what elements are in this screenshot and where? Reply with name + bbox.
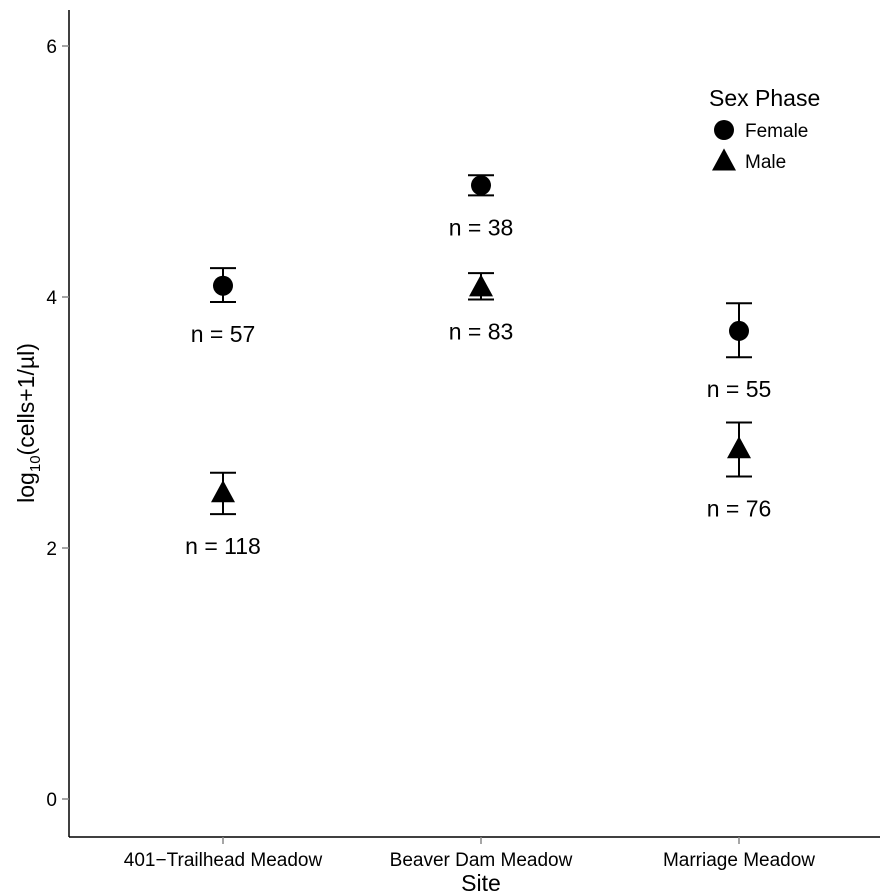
circle-marker: [213, 275, 233, 296]
legend-circle-icon: [714, 120, 734, 140]
x-tick-label: 401−Trailhead Meadow: [124, 850, 323, 871]
sample-size-label: n = 57: [191, 321, 256, 347]
circle-marker: [471, 175, 491, 196]
legend-triangle-icon: [712, 148, 736, 171]
triangle-marker: [211, 480, 235, 503]
sample-size-label: n = 118: [185, 533, 261, 559]
chart-marks: n = 57 n = 38 n = 55 n = 118 n = 83 n = 76: [185, 174, 772, 559]
sample-size-label: n = 76: [707, 495, 772, 521]
axes: 0 2 4 6 401−Trailhead Meadow Beaver Dam Meado…: [13, 10, 880, 894]
data-point-group: n = 57: [191, 267, 256, 347]
legend-title: Sex Phase: [709, 85, 820, 111]
data-point-group: n = 118: [185, 471, 261, 559]
y-tick-label: 2: [46, 539, 57, 560]
y-tick-label: 0: [46, 790, 57, 811]
x-axis-title: Site: [461, 870, 501, 894]
y-axis-title: log10(cells+1/µl): [13, 343, 44, 503]
y-tick-label: 6: [46, 37, 57, 58]
circle-marker: [729, 320, 749, 341]
legend-label: Male: [745, 152, 786, 173]
data-point-group: n = 76: [707, 421, 772, 521]
data-point-group: n = 38: [449, 174, 514, 240]
y-tick-label: 4: [46, 288, 57, 309]
data-point-group: n = 83: [449, 272, 514, 345]
x-tick-label: Beaver Dam Meadow: [390, 850, 573, 871]
x-tick-label: Marriage Meadow: [663, 850, 815, 871]
sample-size-label: n = 83: [449, 319, 514, 345]
sample-size-label: n = 55: [707, 376, 772, 402]
triangle-marker: [469, 274, 493, 297]
data-point-group: n = 55: [707, 302, 772, 402]
sample-size-label: n = 38: [449, 214, 514, 240]
legend-label: Female: [745, 121, 808, 142]
legend: Sex Phase Female Male: [709, 85, 820, 173]
triangle-marker: [727, 436, 751, 459]
